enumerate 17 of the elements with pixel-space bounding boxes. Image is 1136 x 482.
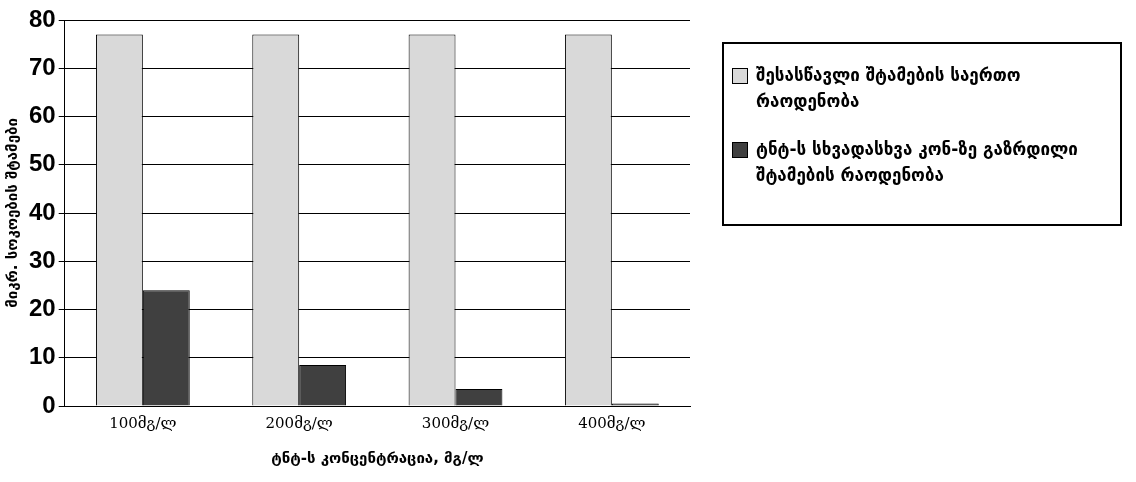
y-tick-label: 60 xyxy=(28,101,56,129)
x-tick-label: 100მგ/ლ xyxy=(109,413,177,432)
y-axis-title: მიკრ. სოკოების შტამები xyxy=(2,118,21,308)
y-tick-label: 70 xyxy=(28,52,56,80)
y-tick-label: 80 xyxy=(28,4,56,32)
x-tick-label: 400მგ/ლ xyxy=(578,413,646,432)
y-tick-label: 40 xyxy=(28,197,56,225)
y-tick-label: 50 xyxy=(28,149,56,177)
legend-label: ტნტ-ს სხვადასხვა კონ-ზე გაზრდილი შტამების რაოდენობა xyxy=(756,138,1079,187)
y-tick-label: 0 xyxy=(42,390,56,418)
y-tick-label: 30 xyxy=(28,245,56,273)
x-tick-label: 200მგ/ლ xyxy=(265,413,333,432)
y-tick-label: 10 xyxy=(28,342,56,370)
y-tick-label: 20 xyxy=(28,294,56,322)
x-axis-title: ტნტ-ს კონცენტრაცია, მგ/ლ xyxy=(271,448,484,467)
legend-label: შესასწავლი შტამების საერთო რაოდენობა xyxy=(756,64,1022,113)
x-tick-label: 300მგ/ლ xyxy=(421,413,490,432)
